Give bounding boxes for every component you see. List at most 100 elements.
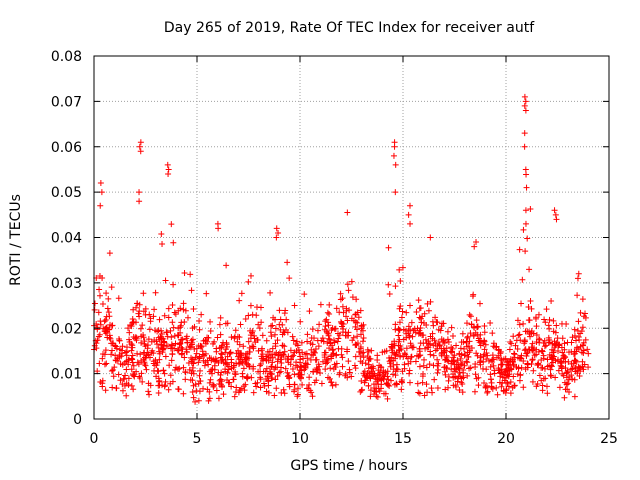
y-tick-label: 0.06 [51,140,82,156]
data-point [176,365,183,372]
data-point [579,342,586,349]
data-point [575,363,582,370]
data-point [207,376,214,383]
data-point [289,366,296,373]
data-point [167,327,174,334]
data-point [232,368,239,375]
data-point [533,323,540,330]
data-point [310,352,317,359]
data-point [244,373,251,380]
data-point [466,365,473,372]
data-point [268,364,275,371]
data-point [396,327,403,334]
data-point [118,347,125,354]
data-point [156,356,163,363]
data-point [134,359,141,366]
data-point [471,324,478,331]
data-point [466,311,473,318]
data-point [144,349,151,356]
data-point [392,189,399,196]
data-point [481,322,488,329]
data-point [513,337,520,344]
data-point [335,345,342,352]
data-point [388,343,395,350]
data-point [165,314,172,321]
data-point [306,308,313,315]
data-point [442,386,449,393]
data-point [158,231,165,238]
data-point [453,342,460,349]
data-point [582,336,589,343]
data-point [202,337,209,344]
data-point [242,315,249,322]
data-point [548,356,555,363]
data-point [286,383,293,390]
data-point [541,343,548,350]
data-point [232,327,239,334]
data-point [142,362,149,369]
data-point [181,354,188,361]
data-point [119,387,126,394]
data-point [464,372,471,379]
data-point [154,328,161,335]
data-point [357,345,364,352]
data-point [572,368,579,375]
data-point [293,338,300,345]
data-point [91,342,98,349]
data-point [267,323,274,330]
data-point [508,340,515,347]
data-point [167,372,174,379]
data-point [272,316,279,323]
data-point [339,303,346,310]
data-point [136,313,143,320]
data-point [466,338,473,345]
data-point [524,364,531,371]
data-point [424,344,431,351]
data-point [526,266,533,273]
data-point [172,367,179,374]
data-point [435,360,442,367]
data-point [348,278,355,285]
data-point [461,362,468,369]
data-point [97,321,104,328]
data-point [266,368,273,375]
data-point [481,346,488,353]
data-point [123,366,130,373]
data-point [542,375,549,382]
data-point [534,362,541,369]
data-point [196,372,203,379]
data-point [542,319,549,326]
data-point [291,381,298,388]
data-point [495,352,502,359]
data-point [570,360,577,367]
data-point [533,332,540,339]
data-point [275,229,282,236]
data-point [401,350,408,357]
data-point [273,385,280,392]
data-point [273,225,280,232]
data-point [267,355,274,362]
data-point [473,375,480,382]
data-point [577,309,584,316]
data-point [109,347,116,354]
data-point [190,370,197,377]
data-point [255,368,262,375]
data-point [546,316,553,323]
data-point [138,357,145,364]
data-point [97,180,104,187]
data-point [203,290,210,297]
data-point [358,331,365,338]
data-point [237,321,244,328]
data-point [370,373,377,380]
data-point [456,387,463,394]
data-point [561,340,568,347]
data-point [162,353,169,360]
data-point [388,354,395,361]
y-tick-label: 0.07 [51,94,82,110]
data-point [142,343,149,350]
data-point [428,385,435,392]
data-point [521,143,528,150]
data-point [284,369,291,376]
data-point [374,352,381,359]
data-point [332,325,339,332]
